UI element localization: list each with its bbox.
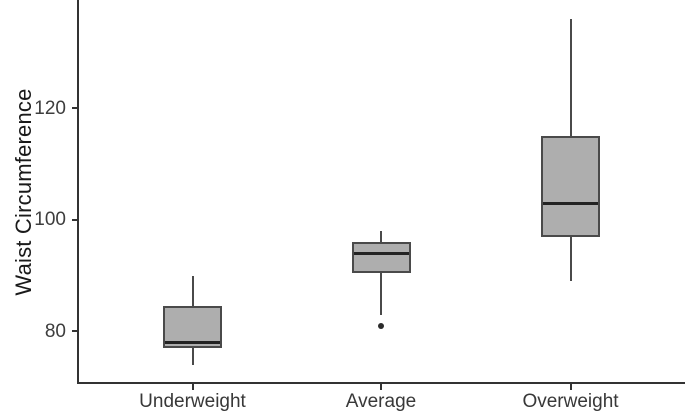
outlier-point-average [378, 322, 384, 329]
x-category-label-overweight: Overweight [522, 391, 619, 412]
y-tick-label: 120 [34, 97, 66, 119]
box-overweight [541, 136, 600, 237]
x-category-label-average: Average [345, 391, 417, 412]
x-axis-line [77, 382, 685, 384]
x-category-label-underweight: Underweight [139, 391, 246, 412]
y-tick-mark [72, 218, 78, 221]
median-line-underweight [165, 340, 220, 344]
x-tick-mark [380, 384, 382, 390]
y-axis-line [77, 0, 79, 384]
whisker-upper-underweight [191, 275, 194, 307]
whisker-lower-average [380, 272, 382, 315]
y-tick-label: 80 [44, 320, 66, 342]
whisker-lower-underweight [191, 348, 194, 365]
y-tick-mark [72, 330, 78, 333]
x-tick-mark [569, 384, 572, 390]
median-line-average [353, 251, 409, 255]
y-tick-mark [72, 107, 78, 110]
median-line-overweight [543, 201, 598, 205]
box-average [351, 242, 411, 273]
whisker-lower-overweight [569, 236, 572, 282]
x-tick-mark [191, 384, 194, 390]
whisker-upper-overweight [569, 19, 572, 137]
whisker-upper-average [380, 230, 382, 243]
y-tick-label: 100 [34, 209, 66, 231]
